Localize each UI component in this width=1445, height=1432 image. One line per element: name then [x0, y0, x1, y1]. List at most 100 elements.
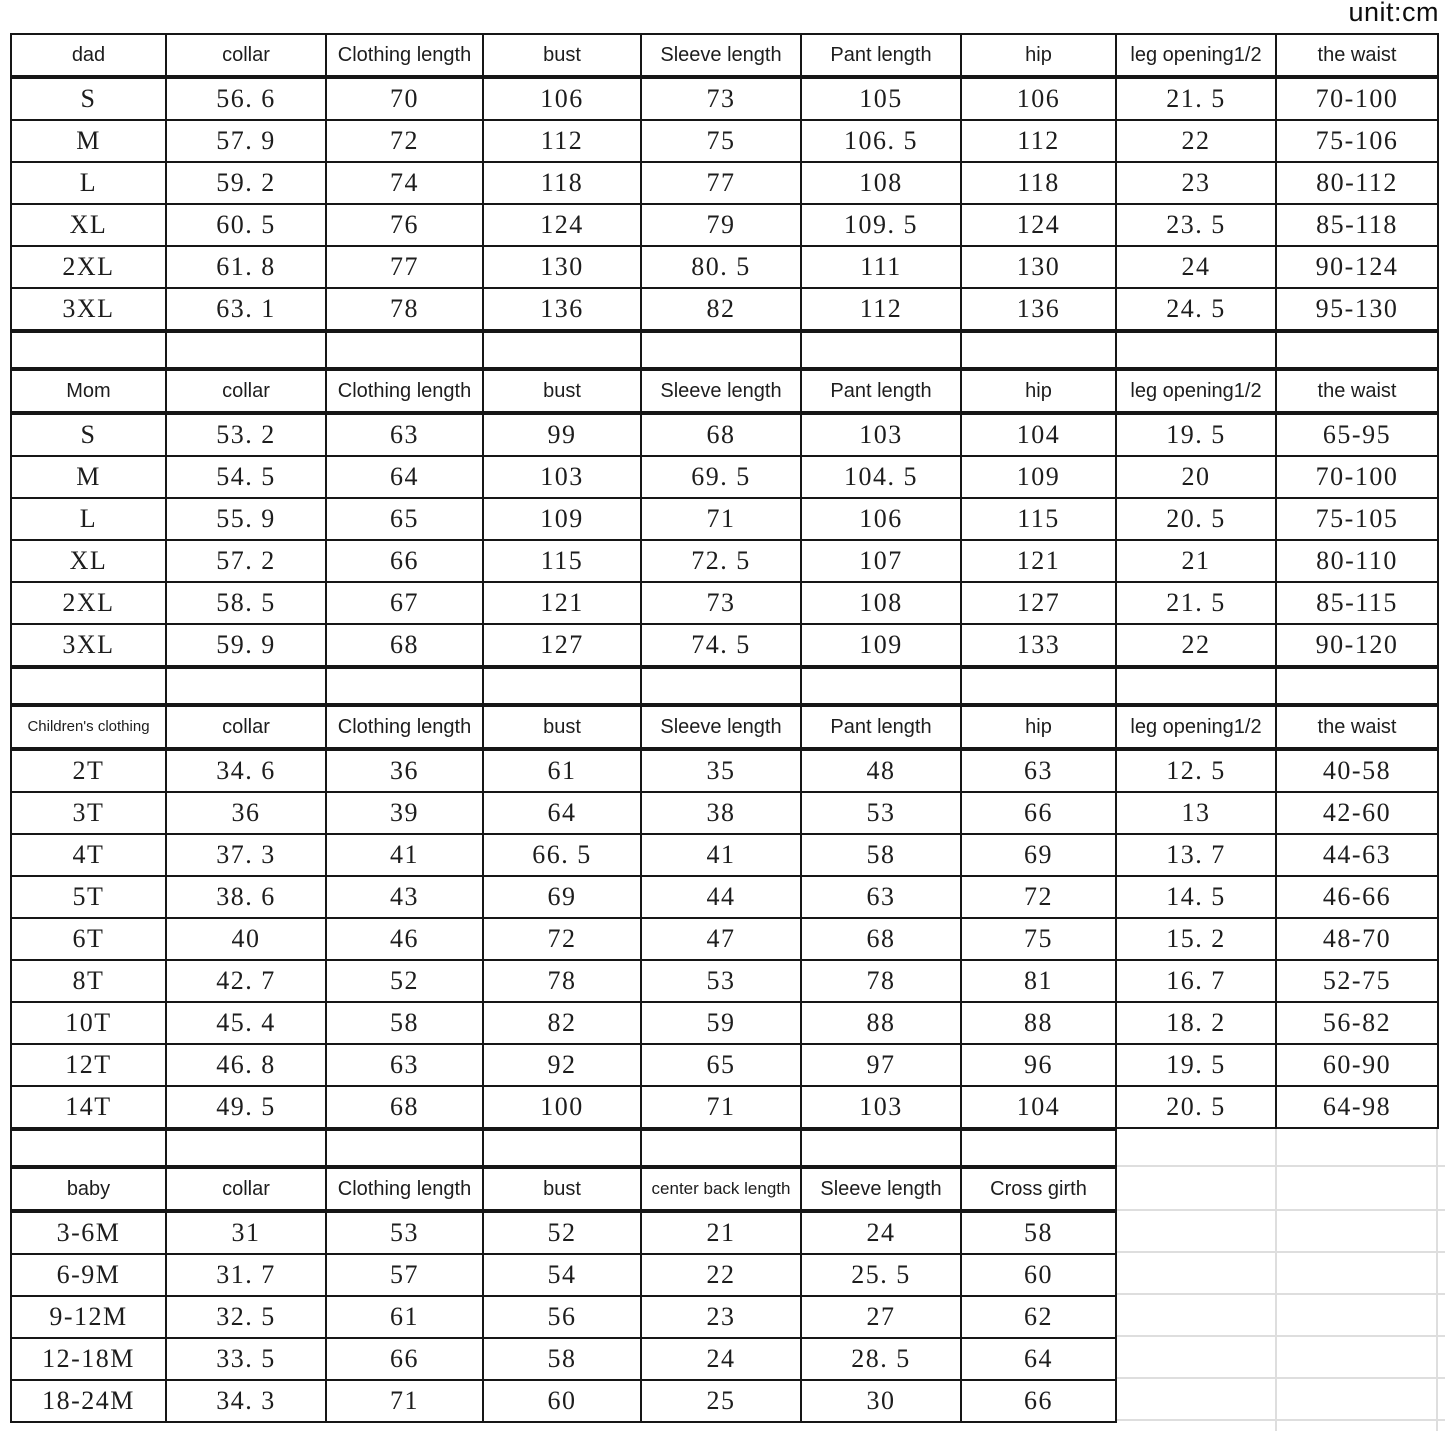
data-cell: 61	[484, 751, 640, 791]
data-cell: 53	[802, 793, 960, 833]
data-cell: 112	[802, 289, 960, 329]
data-cell: 70-100	[1277, 457, 1437, 497]
data-cell: 59. 9	[167, 625, 325, 665]
row-label-cell: M	[12, 121, 165, 161]
data-cell: 54	[484, 1255, 640, 1295]
row-label-cell: 14T	[12, 1087, 165, 1127]
data-cell: 72	[327, 121, 482, 161]
data-cell: 46-66	[1277, 877, 1437, 917]
data-cell: 85-115	[1277, 583, 1437, 623]
data-cell: 96	[962, 1045, 1115, 1085]
header-cell: Sleeve length	[642, 707, 800, 749]
data-cell: 19. 5	[1117, 415, 1275, 455]
header-cell: bust	[484, 371, 640, 413]
data-cell: 27	[802, 1297, 960, 1337]
row-label-cell: 2T	[12, 751, 165, 791]
data-cell: 65	[642, 1045, 800, 1085]
data-cell: 36	[327, 751, 482, 791]
data-cell: 45. 4	[167, 1003, 325, 1043]
data-cell: 62	[962, 1297, 1115, 1337]
empty-cell	[962, 669, 1115, 703]
data-cell: 59. 2	[167, 163, 325, 203]
empty-cell	[484, 1131, 640, 1165]
faint-gridline	[1117, 1293, 1445, 1295]
data-cell: 35	[642, 751, 800, 791]
data-cell: 66. 5	[484, 835, 640, 875]
row-label-cell: XL	[12, 205, 165, 245]
faint-gridline	[1436, 1129, 1438, 1431]
data-cell: 79	[642, 205, 800, 245]
data-cell: 66	[327, 1339, 482, 1379]
header-cell: the waist	[1277, 371, 1437, 413]
data-cell: 24	[642, 1339, 800, 1379]
header-cell: Clothing length	[327, 371, 482, 413]
data-cell: 73	[642, 583, 800, 623]
data-cell: 61. 8	[167, 247, 325, 287]
empty-cell	[1277, 333, 1437, 367]
data-cell: 25. 5	[802, 1255, 960, 1295]
data-cell: 78	[802, 961, 960, 1001]
data-cell: 54. 5	[167, 457, 325, 497]
header-cell: Cross girth	[962, 1169, 1115, 1211]
data-cell: 41	[327, 835, 482, 875]
data-cell: 106. 5	[802, 121, 960, 161]
row-label-cell: 9-12M	[12, 1297, 165, 1337]
data-cell: 64	[327, 457, 482, 497]
unit-label: unit:cm	[1348, 0, 1439, 27]
data-cell: 56. 6	[167, 79, 325, 119]
data-cell: 60	[962, 1255, 1115, 1295]
children-size-table: Children's clothing collar Clothing length…	[10, 705, 1439, 1129]
spacer-row	[10, 331, 1439, 369]
data-cell: 103	[802, 1087, 960, 1127]
data-cell: 30	[802, 1381, 960, 1421]
row-label-cell: 2XL	[12, 247, 165, 287]
header-cell: Clothing length	[327, 707, 482, 749]
empty-cell	[962, 1131, 1115, 1165]
data-cell: 69. 5	[642, 457, 800, 497]
baby-size-table: baby collar Clothing length bust center back…	[10, 1167, 1117, 1423]
data-cell: 44-63	[1277, 835, 1437, 875]
data-cell: 80-112	[1277, 163, 1437, 203]
data-cell: 16. 7	[1117, 961, 1275, 1001]
data-cell: 34. 3	[167, 1381, 325, 1421]
data-cell: 40	[167, 919, 325, 959]
data-cell: 36	[167, 793, 325, 833]
empty-cell	[484, 669, 640, 703]
data-cell: 41	[642, 835, 800, 875]
row-label-cell: L	[12, 163, 165, 203]
data-cell: 67	[327, 583, 482, 623]
empty-cell	[327, 333, 482, 367]
data-cell: 52-75	[1277, 961, 1437, 1001]
data-cell: 108	[802, 583, 960, 623]
data-cell: 99	[484, 415, 640, 455]
data-cell: 37. 3	[167, 835, 325, 875]
data-cell: 63. 1	[167, 289, 325, 329]
data-cell: 77	[642, 163, 800, 203]
row-label-cell: 18-24M	[12, 1381, 165, 1421]
data-cell: 55. 9	[167, 499, 325, 539]
header-cell: leg opening1/2	[1117, 35, 1275, 77]
data-cell: 12. 5	[1117, 751, 1275, 791]
data-cell: 22	[1117, 121, 1275, 161]
header-cell: Clothing length	[327, 1169, 482, 1211]
header-cell: Pant length	[802, 35, 960, 77]
data-cell: 107	[802, 541, 960, 581]
data-cell: 133	[962, 625, 1115, 665]
data-cell: 58	[962, 1213, 1115, 1253]
header-cell: hip	[962, 35, 1115, 77]
data-cell: 121	[962, 541, 1115, 581]
header-cell: hip	[962, 371, 1115, 413]
empty-cell	[167, 1131, 325, 1165]
row-label-cell: 6T	[12, 919, 165, 959]
data-cell: 109	[802, 625, 960, 665]
data-cell: 109. 5	[802, 205, 960, 245]
data-cell: 23	[642, 1297, 800, 1337]
data-cell: 124	[962, 205, 1115, 245]
empty-cell	[802, 1131, 960, 1165]
data-cell: 112	[484, 121, 640, 161]
data-cell: 80-110	[1277, 541, 1437, 581]
empty-cell	[12, 669, 165, 703]
data-cell: 75	[962, 919, 1115, 959]
data-cell: 42-60	[1277, 793, 1437, 833]
data-cell: 13. 7	[1117, 835, 1275, 875]
